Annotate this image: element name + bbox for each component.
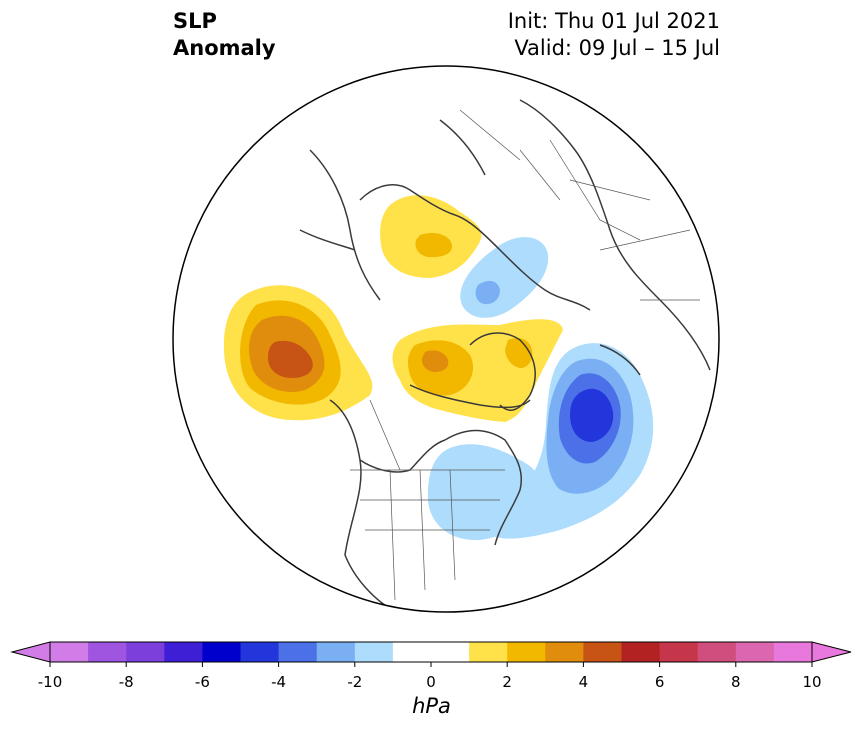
colorbar-tick-label: -4 [271,673,286,691]
colorbar-segment [621,642,661,662]
anomaly-contours [223,195,654,540]
anomaly-positive-pacific [223,285,373,421]
colorbar-segment [392,642,432,662]
colorbar-border [49,641,813,663]
globe-border [172,65,720,613]
colorbar-segment [278,642,318,662]
init-date: Init: Thu 01 Jul 2021 [507,9,720,33]
colorbar-segment [88,642,127,662]
colorbar-segment [354,642,394,662]
colorbar-tick-label: 10 [802,673,821,691]
colorbar-tick-label: 2 [502,673,512,691]
colorbar-segment [773,642,813,662]
colorbar-segment [659,642,699,662]
colorbar-segment [507,642,546,662]
colorbar-segment [164,642,203,662]
colorbar-segment [50,642,89,662]
anomaly-negative-scandinavia [460,237,549,318]
colorbar-segments [10,641,852,663]
colorbar-segment [240,642,280,662]
coastlines [299,99,711,612]
colorbar-tick-label: 6 [655,673,665,691]
colorbar-tick-label: 0 [426,673,436,691]
colorbar-segment [202,642,241,662]
colorbar-segment [735,642,775,662]
anomaly-negative-greatlakes [427,444,542,540]
polar-map [172,65,720,613]
colorbar-tick-label: 4 [579,673,589,691]
colorbar-segment [545,642,584,662]
date-info: Init: Thu 01 Jul 2021 Valid: 09 Jul – 15… [508,8,720,62]
colorbar-segment [469,642,508,662]
title-line-2: Anomaly [173,36,276,60]
colorbar-extend-low [10,641,51,663]
colorbar-ticks: -10 -8 -6 -4 -2 0 2 4 6 8 10 [38,662,822,691]
colorbar-segment [316,642,356,662]
colorbar-tick-label: -10 [38,673,63,691]
colorbar-unit-label: hPa [412,694,451,718]
political-borders [350,109,700,601]
colorbar-tick-label: -8 [119,673,134,691]
colorbar-segment [583,642,622,662]
colorbar-tick-label: 8 [731,673,741,691]
title-line-1: SLP [173,9,217,33]
colorbar-segment [431,642,470,662]
map-title: SLP Anomaly [173,8,276,62]
colorbar-tick-label: -2 [347,673,362,691]
colorbar-tick-label: -6 [195,673,210,691]
colorbar-segment [697,642,737,662]
valid-dates: Valid: 09 Jul – 15 Jul [514,36,720,60]
colorbar-extend-high [811,641,852,663]
colorbar-segment [126,642,165,662]
